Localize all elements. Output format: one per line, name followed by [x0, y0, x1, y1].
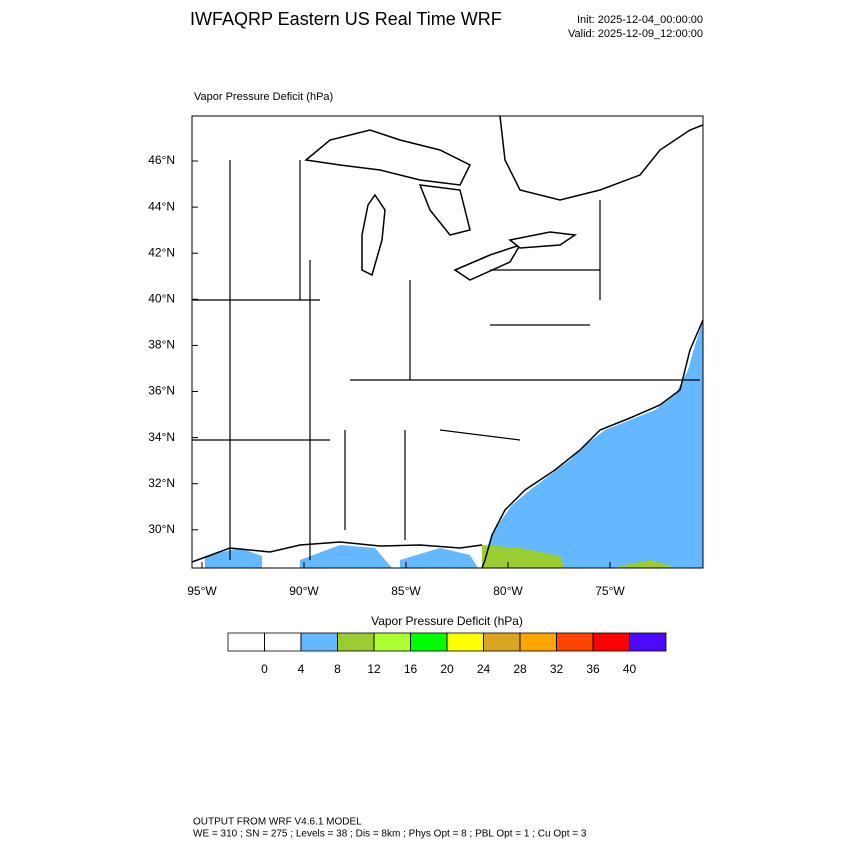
lon-label: 90°W — [289, 584, 319, 598]
gulf-shading — [205, 548, 262, 568]
coastline — [191, 541, 483, 563]
colorbar-box — [337, 632, 375, 652]
map-frame — [191, 115, 704, 569]
valid-time: Valid: 2025-12-09_12:00:00 — [568, 28, 703, 40]
title: IWFAQRP Eastern US Real Time WRF — [190, 9, 502, 29]
lake-superior — [304, 129, 472, 186]
colorbar-label: 32 — [550, 662, 564, 676]
gulf-shading — [300, 545, 392, 568]
colorbar-label: 16 — [404, 662, 418, 676]
lake-michigan — [361, 193, 386, 277]
ocean-shading — [485, 320, 703, 568]
init-time: Init: 2025-12-04_00:00:00 — [577, 14, 703, 26]
lat-label: 46°N — [148, 153, 175, 167]
colorbar-box — [592, 632, 630, 652]
lon-label: 85°W — [391, 584, 421, 598]
colorbar-box — [556, 632, 594, 652]
lon-label: 75°W — [595, 584, 625, 598]
colorbar-box — [300, 632, 338, 652]
gulf-shading — [400, 548, 478, 568]
colorbar-label: 12 — [367, 662, 381, 676]
colorbar: 0 4 8 12 16 20 24 28 32 36 40 — [227, 632, 667, 676]
coastline — [481, 319, 704, 569]
lake-ontario — [508, 231, 578, 249]
colorbar-label: 0 — [261, 662, 268, 676]
colorbar-label: 40 — [623, 662, 637, 676]
lat-label: 30°N — [148, 522, 175, 536]
colorbar-box — [373, 632, 411, 652]
lon-label: 80°W — [493, 584, 523, 598]
state-borders — [192, 160, 700, 560]
lon-labels: 95°W 90°W 85°W 80°W 75°W — [187, 562, 625, 598]
border — [499, 115, 704, 201]
colorbar-label: 36 — [586, 662, 600, 676]
lon-label: 95°W — [187, 584, 217, 598]
map — [191, 115, 704, 569]
lat-label: 34°N — [148, 430, 175, 444]
colorbar-label: 4 — [298, 662, 305, 676]
lake-erie — [453, 243, 522, 281]
lat-label: 42°N — [148, 245, 175, 259]
lat-labels: 46°N 44°N 42°N 40°N 38°N 36°N 34°N 32°N 30°N — [148, 153, 198, 536]
lat-label: 32°N — [148, 476, 175, 490]
shading-patch — [620, 560, 672, 568]
shading-patch — [482, 545, 565, 568]
colorbar-label: 20 — [440, 662, 454, 676]
colorbar-box — [264, 632, 302, 652]
footer-line: OUTPUT FROM WRF V4.6.1 MODEL — [193, 817, 362, 828]
lake-huron — [418, 184, 471, 236]
lat-label: 40°N — [148, 291, 175, 305]
colorbar-box — [446, 632, 484, 652]
lat-label: 38°N — [148, 338, 175, 352]
footer-line: WE = 310 ; SN = 275 ; Levels = 38 ; Dis … — [193, 829, 587, 840]
colorbar-box — [483, 632, 521, 652]
colorbar-label: 28 — [513, 662, 527, 676]
colorbar-box — [227, 632, 265, 652]
colorbar-label: 8 — [334, 662, 341, 676]
lat-label: 36°N — [148, 384, 175, 398]
field-label: Vapor Pressure Deficit (hPa) — [194, 91, 333, 103]
colorbar-title: Vapor Pressure Deficit (hPa) — [371, 614, 523, 628]
colorbar-box — [519, 632, 557, 652]
colorbar-box — [629, 632, 667, 652]
lat-label: 44°N — [148, 199, 175, 213]
colorbar-label: 24 — [477, 662, 491, 676]
colorbar-box — [410, 632, 448, 652]
